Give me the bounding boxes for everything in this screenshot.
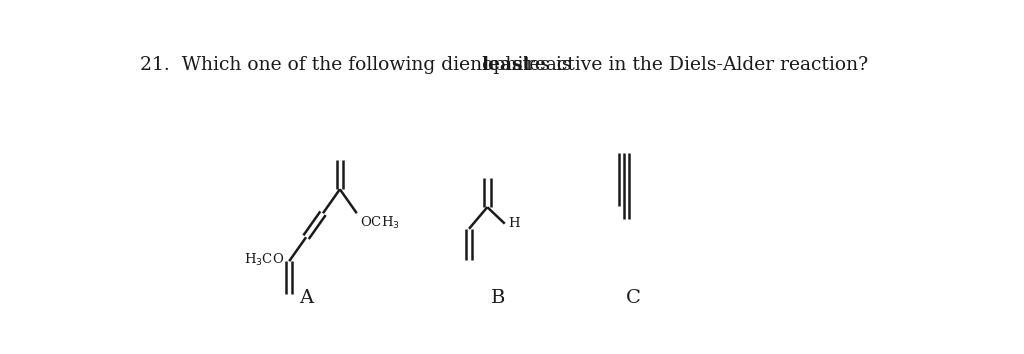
Text: least: least bbox=[481, 56, 531, 74]
Text: H$_3$CO: H$_3$CO bbox=[245, 252, 285, 268]
Text: reactive in the Diels-Alder reaction?: reactive in the Diels-Alder reaction? bbox=[520, 56, 868, 74]
Text: B: B bbox=[492, 289, 506, 307]
Text: A: A bbox=[299, 289, 313, 307]
Text: H: H bbox=[508, 217, 519, 230]
Text: 21.  Which one of the following dienophiles is: 21. Which one of the following dienophil… bbox=[139, 56, 578, 74]
Text: OCH$_3$: OCH$_3$ bbox=[359, 215, 399, 231]
Text: C: C bbox=[626, 289, 641, 307]
